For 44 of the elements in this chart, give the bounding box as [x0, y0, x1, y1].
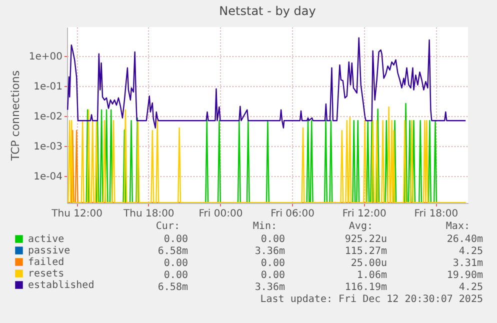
text: 26.40m: [446, 234, 483, 246]
text: Avg:: [348, 221, 373, 233]
text: Min:: [252, 221, 277, 233]
text: 25.00u: [350, 258, 387, 270]
text: 3.36m: [254, 282, 285, 294]
text: 4.25: [458, 282, 483, 294]
text: 3.36m: [254, 246, 285, 258]
text: 0.00: [164, 270, 188, 282]
text: 0.00: [164, 234, 188, 246]
text: 116.19m: [344, 282, 387, 294]
legend-label: resets: [28, 268, 64, 280]
chart-title: Netstat - by day: [219, 4, 316, 18]
x-tick-label: Fri 06:00: [270, 208, 314, 220]
text: Max:: [446, 221, 470, 233]
x-tick-label: Fri 18:00: [414, 208, 458, 220]
x-tick-label: Fri 00:00: [198, 208, 243, 220]
legend-label: failed: [28, 257, 64, 268]
x-tick-label: Thu 12:00: [50, 208, 102, 220]
y-tick-label: 1e-02: [34, 111, 62, 122]
text: 4.25: [458, 246, 483, 258]
y-tick-label: 1e-03: [34, 141, 62, 152]
y-tick-label: 1e+00: [28, 51, 62, 62]
text: 19.90m: [446, 270, 483, 282]
line-series: [67, 37, 466, 129]
text: 925.22u: [344, 234, 387, 246]
legend-label: passive: [28, 246, 70, 256]
text: 6.58m: [158, 246, 188, 258]
text: 0.00: [260, 258, 285, 270]
y-tick-label: 1e-04: [34, 171, 62, 182]
text: 0.00: [164, 258, 188, 270]
text: Cur:: [156, 221, 180, 233]
legend-label: active: [28, 234, 64, 245]
text: 115.27m: [344, 246, 387, 258]
text: Last update: Fri Dec 12 20:30:07 2025: [260, 294, 483, 306]
x-tick-label: Thu 18:00: [122, 208, 174, 220]
text: 3.31m: [452, 258, 483, 270]
text: 1.06m: [356, 270, 387, 282]
y-axis-title: TCP connections: [8, 70, 22, 162]
x-tick-label: Fri 12:00: [342, 208, 386, 220]
legend-label: established: [28, 280, 94, 291]
y-tick-label: 1e-01: [34, 81, 62, 92]
text: 6.58m: [158, 282, 188, 294]
text: 0.00: [260, 270, 285, 282]
text: 0.00: [260, 234, 285, 246]
